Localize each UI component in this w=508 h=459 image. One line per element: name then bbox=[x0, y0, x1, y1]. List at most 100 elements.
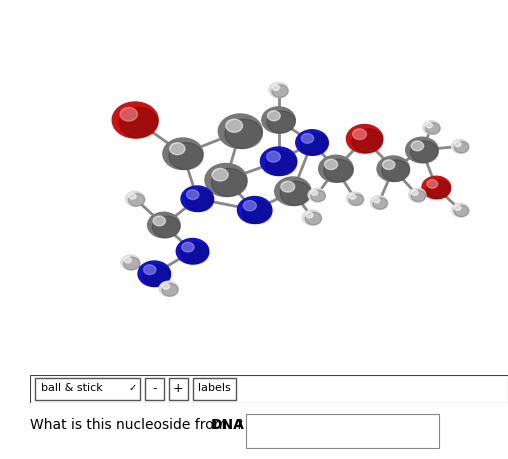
Circle shape bbox=[162, 284, 178, 296]
Circle shape bbox=[119, 107, 158, 138]
Text: DNA: DNA bbox=[210, 419, 244, 432]
Circle shape bbox=[426, 123, 440, 134]
Text: ?: ? bbox=[236, 419, 243, 432]
Circle shape bbox=[454, 205, 469, 217]
Circle shape bbox=[382, 160, 409, 181]
Circle shape bbox=[125, 191, 145, 206]
Circle shape bbox=[296, 130, 328, 155]
Circle shape bbox=[243, 201, 257, 211]
Circle shape bbox=[454, 141, 469, 153]
Circle shape bbox=[275, 177, 311, 206]
Circle shape bbox=[261, 147, 297, 175]
Circle shape bbox=[311, 190, 318, 196]
Text: labels: labels bbox=[198, 383, 231, 393]
Circle shape bbox=[181, 242, 209, 264]
FancyBboxPatch shape bbox=[169, 378, 188, 400]
Circle shape bbox=[455, 205, 461, 210]
Circle shape bbox=[143, 265, 171, 286]
FancyBboxPatch shape bbox=[35, 378, 140, 400]
Circle shape bbox=[422, 176, 451, 199]
Circle shape bbox=[218, 114, 262, 149]
Circle shape bbox=[144, 265, 156, 274]
Circle shape bbox=[349, 194, 364, 206]
FancyBboxPatch shape bbox=[193, 378, 236, 400]
Circle shape bbox=[226, 119, 242, 132]
Circle shape bbox=[383, 160, 395, 169]
Text: ✓: ✓ bbox=[129, 383, 137, 393]
Circle shape bbox=[373, 198, 388, 209]
Circle shape bbox=[121, 255, 140, 270]
Text: ball & stick: ball & stick bbox=[42, 383, 103, 393]
Circle shape bbox=[186, 190, 213, 212]
Circle shape bbox=[301, 134, 313, 143]
Circle shape bbox=[129, 194, 145, 206]
Circle shape bbox=[120, 107, 138, 121]
Circle shape bbox=[411, 190, 426, 202]
Circle shape bbox=[170, 143, 185, 155]
Circle shape bbox=[426, 123, 432, 128]
Circle shape bbox=[377, 156, 409, 181]
Circle shape bbox=[352, 129, 383, 153]
Circle shape bbox=[176, 239, 209, 264]
Circle shape bbox=[373, 198, 380, 203]
Circle shape bbox=[266, 151, 297, 175]
Circle shape bbox=[181, 186, 213, 212]
Circle shape bbox=[267, 111, 295, 133]
Circle shape bbox=[268, 111, 280, 121]
FancyBboxPatch shape bbox=[246, 414, 439, 448]
Circle shape bbox=[280, 181, 311, 206]
Circle shape bbox=[112, 102, 158, 138]
Circle shape bbox=[124, 257, 132, 263]
Circle shape bbox=[452, 140, 469, 153]
Circle shape bbox=[123, 257, 140, 270]
Circle shape bbox=[163, 284, 170, 289]
Circle shape bbox=[148, 212, 180, 238]
Circle shape bbox=[225, 119, 262, 149]
Circle shape bbox=[169, 143, 203, 169]
Circle shape bbox=[159, 281, 178, 296]
Circle shape bbox=[452, 203, 469, 217]
Circle shape bbox=[426, 179, 451, 199]
Circle shape bbox=[423, 121, 440, 134]
Circle shape bbox=[262, 107, 295, 133]
Circle shape bbox=[346, 124, 383, 153]
Circle shape bbox=[272, 85, 288, 97]
Circle shape bbox=[353, 129, 366, 140]
Circle shape bbox=[324, 159, 353, 182]
Circle shape bbox=[237, 196, 272, 224]
Circle shape bbox=[455, 141, 461, 147]
Circle shape bbox=[427, 179, 438, 188]
Circle shape bbox=[267, 151, 280, 162]
Text: -: - bbox=[152, 382, 156, 395]
Circle shape bbox=[182, 242, 194, 252]
Circle shape bbox=[305, 212, 322, 225]
Circle shape bbox=[406, 137, 438, 163]
Circle shape bbox=[410, 141, 438, 163]
Circle shape bbox=[319, 155, 353, 182]
FancyBboxPatch shape bbox=[145, 378, 164, 400]
Circle shape bbox=[350, 194, 356, 199]
Circle shape bbox=[411, 190, 418, 196]
Circle shape bbox=[411, 141, 424, 151]
Circle shape bbox=[129, 194, 136, 199]
Circle shape bbox=[153, 216, 166, 226]
Circle shape bbox=[308, 188, 326, 202]
Circle shape bbox=[408, 188, 426, 202]
Circle shape bbox=[138, 261, 171, 286]
Circle shape bbox=[186, 190, 199, 200]
Circle shape bbox=[301, 134, 328, 155]
Text: What is this nucleoside from: What is this nucleoside from bbox=[30, 419, 232, 432]
Circle shape bbox=[281, 181, 295, 192]
Circle shape bbox=[211, 168, 247, 196]
Circle shape bbox=[152, 216, 180, 238]
Circle shape bbox=[205, 163, 247, 196]
Circle shape bbox=[243, 201, 272, 224]
Circle shape bbox=[302, 210, 322, 225]
Text: +: + bbox=[173, 382, 183, 395]
Circle shape bbox=[163, 138, 203, 169]
Circle shape bbox=[325, 159, 338, 169]
Circle shape bbox=[272, 85, 279, 90]
Circle shape bbox=[311, 190, 326, 202]
Circle shape bbox=[346, 192, 364, 206]
Circle shape bbox=[370, 196, 388, 209]
